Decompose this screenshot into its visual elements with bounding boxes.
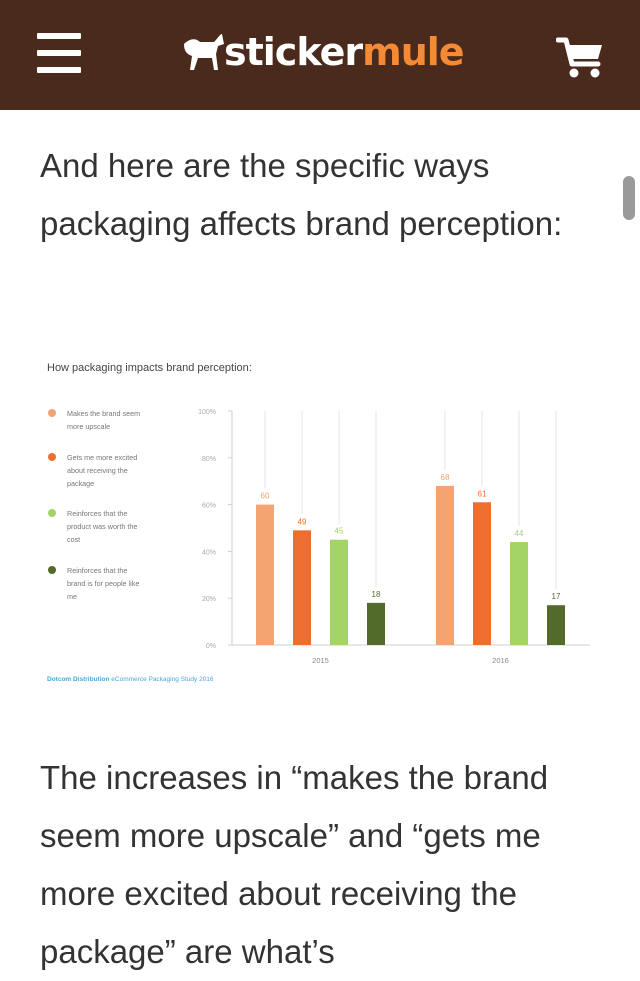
x-tick-label: 2015 bbox=[312, 656, 329, 665]
chart-source-rest: eCommerce Packaging Study 2016 bbox=[111, 676, 214, 683]
site-logo[interactable]: sticker mule bbox=[180, 28, 465, 76]
y-tick-label: 0% bbox=[206, 643, 216, 650]
logo-text-sticker: sticker bbox=[224, 30, 363, 74]
scrollbar-thumb[interactable] bbox=[623, 176, 635, 220]
chart-bar bbox=[367, 602, 385, 645]
article-paragraph-body: The increases in “makes the brand seem m… bbox=[40, 759, 549, 970]
legend-swatch bbox=[48, 409, 56, 417]
chart-bar bbox=[510, 542, 528, 645]
bar-value-label: 60 bbox=[261, 492, 270, 501]
legend-swatch bbox=[48, 566, 56, 574]
y-tick-label: 100% bbox=[198, 409, 216, 416]
bar-value-label: 61 bbox=[478, 489, 487, 498]
bar-value-label: 68 bbox=[441, 473, 450, 482]
y-tick-label: 60% bbox=[202, 503, 216, 510]
chart-source: Dotcom Distribution eCommerce Packaging … bbox=[47, 676, 214, 683]
chart-source-bold: Dotcom Distribution bbox=[47, 676, 109, 683]
legend-swatch bbox=[48, 453, 56, 461]
y-tick-label: 20% bbox=[202, 596, 216, 603]
logo-text-mule: mule bbox=[362, 30, 464, 74]
brand-perception-chart: How packaging impacts brand perception: … bbox=[47, 362, 590, 683]
article-paragraph-intro: And here are the specific ways packaging… bbox=[40, 147, 563, 242]
chart-bars: 60 49 45 18 2015 68 61 44 17 2016 bbox=[256, 411, 565, 665]
legend-label: Reinforces that the brand is for people l… bbox=[67, 566, 139, 601]
chart-bar bbox=[330, 539, 348, 645]
chart-legend: Makes the brand seem more upscale Gets me … bbox=[48, 409, 140, 601]
chart-title: How packaging impacts brand perception: bbox=[47, 362, 252, 374]
app-header: sticker mule bbox=[0, 0, 640, 110]
bar-value-label: 18 bbox=[372, 590, 381, 599]
shopping-cart-icon[interactable] bbox=[556, 36, 606, 80]
bar-value-label: 17 bbox=[552, 592, 561, 601]
bar-value-label: 49 bbox=[298, 517, 307, 526]
chart-bar bbox=[473, 502, 491, 645]
bar-value-label: 44 bbox=[515, 529, 524, 538]
legend-swatch bbox=[48, 509, 56, 517]
chart-bar bbox=[256, 504, 274, 645]
chart-bar bbox=[293, 530, 311, 645]
legend-label: Makes the brand seem more upscale bbox=[67, 409, 140, 431]
chart-bar bbox=[547, 605, 565, 645]
y-tick-label: 80% bbox=[202, 456, 216, 463]
hamburger-menu-icon[interactable] bbox=[37, 33, 81, 73]
legend-label: Gets me more excited about receiving the p… bbox=[67, 453, 137, 488]
legend-label: Reinforces that the product was worth the… bbox=[67, 509, 137, 544]
chart-bar bbox=[436, 485, 454, 645]
chart-grid: 100% 80% 60% 40% 20% 0% bbox=[198, 409, 590, 650]
y-tick-label: 40% bbox=[202, 549, 216, 556]
bar-value-label: 45 bbox=[335, 527, 344, 536]
mule-logo-icon bbox=[184, 34, 224, 70]
x-tick-label: 2016 bbox=[492, 656, 509, 665]
